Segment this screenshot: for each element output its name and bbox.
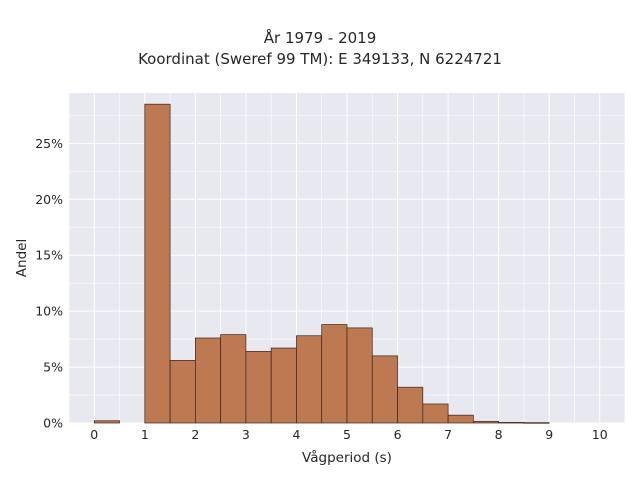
x-tick-label: 3 xyxy=(242,427,250,442)
y-axis-ticks: 0% 5% 10% 15% 20% 25% xyxy=(35,136,63,431)
x-tick-label: 2 xyxy=(191,427,199,442)
x-tick-label: 0 xyxy=(90,427,98,442)
histogram-bar xyxy=(447,414,474,424)
histogram-bar xyxy=(169,360,196,424)
chart-title-line-1: År 1979 - 2019 xyxy=(263,29,377,47)
x-tick-label: 5 xyxy=(343,427,351,442)
histogram-bar xyxy=(93,420,120,424)
x-axis-label: Vågperiod (s) xyxy=(302,449,392,466)
x-tick-label: 6 xyxy=(394,427,402,442)
y-tick-label: 25% xyxy=(35,136,63,151)
y-axis-label: Andel xyxy=(14,239,30,277)
histogram-bar xyxy=(296,335,323,424)
y-tick-label: 5% xyxy=(43,360,63,375)
histogram-bar xyxy=(346,327,373,424)
histogram-bar xyxy=(144,103,171,424)
histogram-bar xyxy=(422,403,449,424)
histogram-bar xyxy=(245,351,272,424)
chart-title-line-2: Koordinat (Sweref 99 TM): E 349133, N 62… xyxy=(138,50,502,68)
x-tick-label: 7 xyxy=(444,427,452,442)
y-tick-label: 10% xyxy=(35,304,63,319)
x-tick-label: 10 xyxy=(592,427,608,442)
histogram-bar xyxy=(523,422,550,424)
histogram-bar xyxy=(195,337,221,424)
x-tick-label: 8 xyxy=(495,427,503,442)
y-tick-label: 15% xyxy=(35,248,63,263)
histogram-bar xyxy=(473,420,499,424)
histogram-bar xyxy=(220,334,247,424)
bars xyxy=(93,103,550,424)
y-tick-label: 20% xyxy=(35,192,63,207)
x-tick-label: 1 xyxy=(141,427,149,442)
histogram-bar xyxy=(371,355,398,424)
histogram-bar xyxy=(321,324,348,424)
x-tick-label: 9 xyxy=(545,427,553,442)
histogram-bar xyxy=(498,422,525,424)
x-axis-ticks: 0 1 2 3 4 5 6 7 8 9 10 xyxy=(90,427,607,442)
histogram-bar xyxy=(397,386,424,424)
x-tick-label: 4 xyxy=(292,427,300,442)
histogram-bar xyxy=(270,347,297,424)
y-tick-label: 0% xyxy=(43,416,63,431)
